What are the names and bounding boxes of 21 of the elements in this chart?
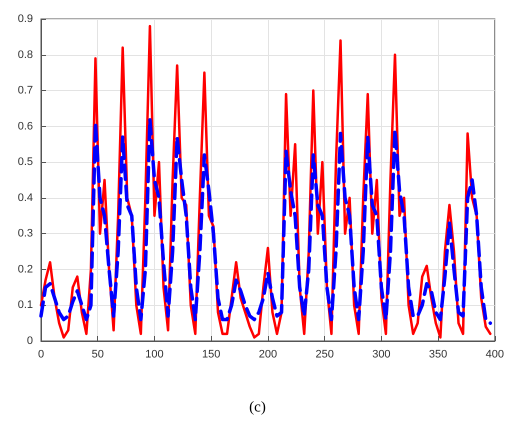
y-tick-label: 0.6 — [18, 120, 33, 132]
x-tick-label: 0 — [38, 348, 44, 360]
y-tick-label: 0.9 — [18, 13, 33, 25]
y-tick-label: 0 — [26, 335, 33, 347]
line-series — [39, 117, 492, 325]
y-tick-label: 0.2 — [18, 263, 33, 276]
x-tick-label: 50 — [92, 348, 104, 360]
x-tick-label: 250 — [315, 348, 334, 360]
y-tick-label: 0.3 — [18, 228, 33, 240]
y-tick-label: 0.7 — [18, 84, 33, 97]
x-tick-label: 350 — [428, 348, 448, 360]
x-tick-label: 200 — [258, 348, 278, 360]
y-tick-label: 0.4 — [18, 192, 33, 204]
x-tick-label: 300 — [372, 348, 391, 360]
x-tick-label: 150 — [202, 348, 220, 360]
x-tick-label: 400 — [486, 348, 504, 360]
x-tick-label: 100 — [145, 348, 164, 360]
y-tick-label: 0.8 — [18, 48, 33, 61]
text: (c) — [249, 400, 266, 416]
y-tick-label: 0.5 — [18, 156, 33, 168]
y-tick-label: 0.1 — [18, 299, 33, 312]
